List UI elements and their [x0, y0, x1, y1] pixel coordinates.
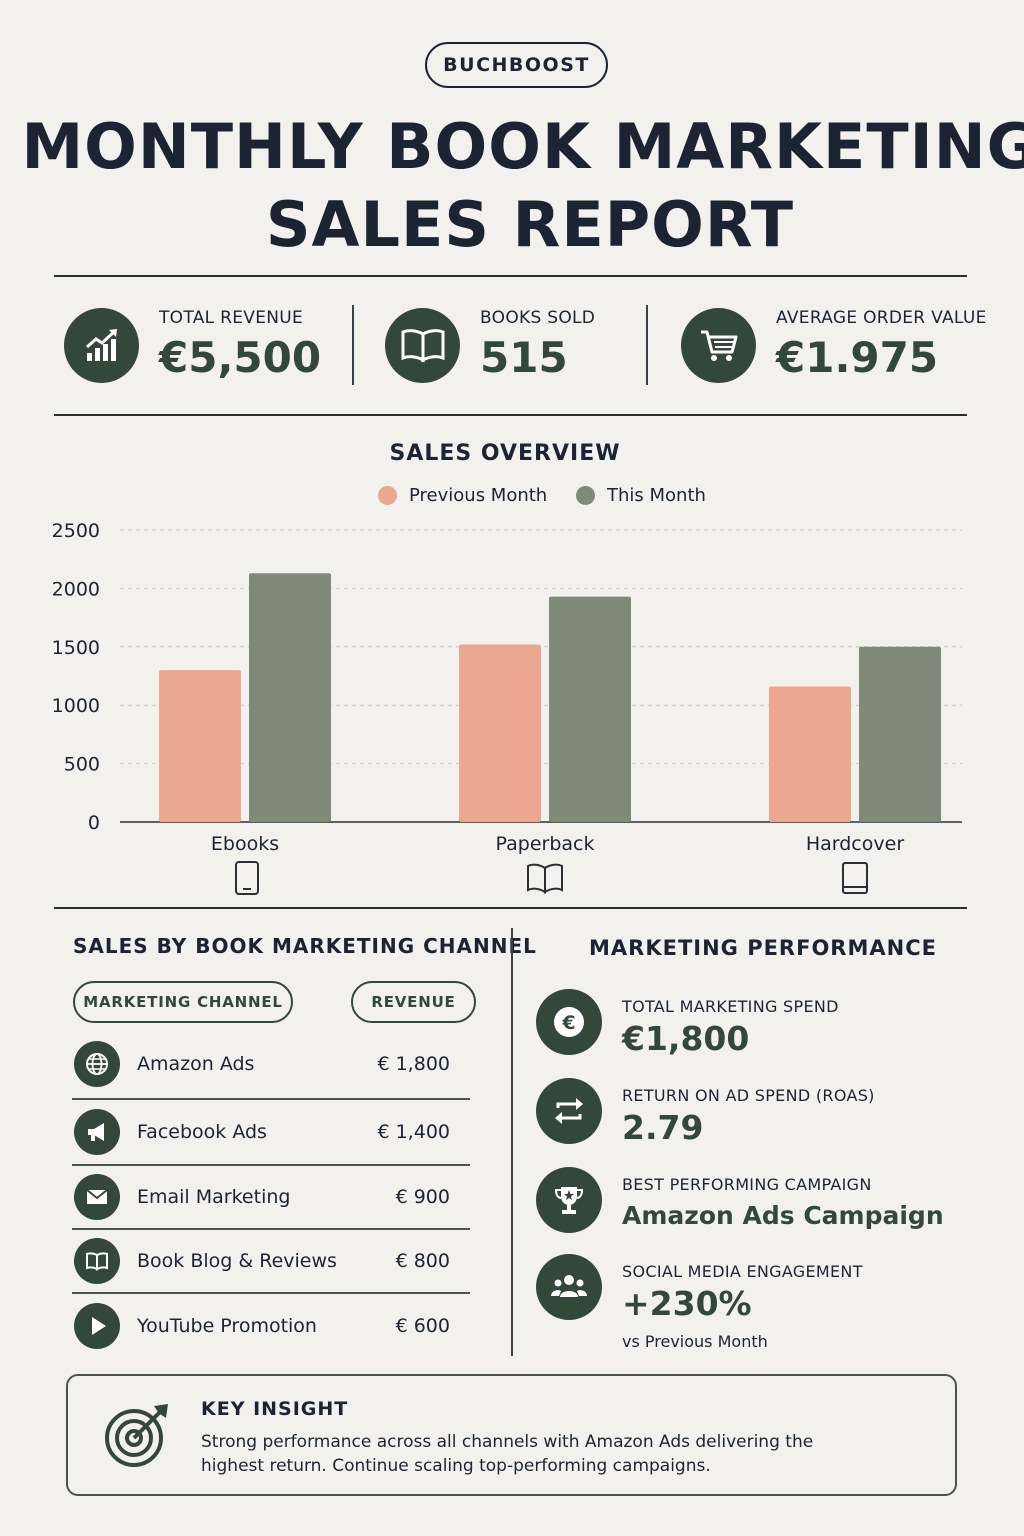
- tablet-icon: [235, 861, 259, 895]
- open-book-icon: [527, 863, 563, 894]
- channel-row: YouTube Promotion € 600: [72, 1297, 470, 1355]
- megaphone-icon: [74, 1109, 120, 1155]
- x-tick-label: Hardcover: [806, 833, 904, 855]
- column-header-channel: MARKETING CHANNEL: [73, 981, 293, 1023]
- insight-title: KEY INSIGHT: [201, 1398, 349, 1420]
- kpi-average-order-value: AVERAGE ORDER VALUE €1.975: [681, 300, 987, 390]
- page-title-line-1: MONTHLY BOOK MARKETING: [21, 110, 1024, 183]
- channel-name: Amazon Ads: [137, 1053, 255, 1075]
- channel-row: Email Marketing € 900: [72, 1168, 470, 1226]
- perf-subtext: vs Previous Month: [622, 1332, 768, 1351]
- row-divider: [72, 1228, 470, 1230]
- bar-paperback-current: [549, 596, 631, 822]
- globe-icon: [74, 1041, 120, 1087]
- perf-label: BEST PERFORMING CAMPAIGN: [622, 1175, 872, 1194]
- bar-hardcover-current: [859, 646, 941, 822]
- legend-swatch-previous: [378, 486, 397, 505]
- legend-swatch-current: [576, 486, 595, 505]
- key-insight-box: KEY INSIGHT Strong performance across al…: [66, 1374, 957, 1496]
- kpi-value: €1.975: [776, 333, 939, 382]
- channel-revenue: € 1,800: [377, 1053, 450, 1075]
- channel-name: Book Blog & Reviews: [137, 1250, 337, 1272]
- channel-revenue: € 900: [395, 1186, 450, 1208]
- brand-name: BUCHBOOST: [443, 54, 590, 76]
- column-divider: [511, 928, 513, 1356]
- kpi-separator: [646, 305, 648, 385]
- legend-item-previous: Previous Month: [378, 485, 547, 506]
- x-tick-label: Ebooks: [211, 833, 279, 855]
- brand-badge: BUCHBOOST: [425, 42, 608, 88]
- kpi-label: BOOKS SOLD: [480, 308, 596, 328]
- channel-revenue: € 1,400: [377, 1121, 450, 1143]
- perf-label: TOTAL MARKETING SPEND: [622, 997, 839, 1016]
- exchange-arrows-icon: [536, 1078, 602, 1144]
- channel-name: Facebook Ads: [137, 1121, 267, 1143]
- insight-text: Strong performance across all channels w…: [201, 1432, 814, 1476]
- kpi-total-revenue: TOTAL REVENUE €5,500: [64, 300, 321, 390]
- shopping-cart-icon: [681, 307, 756, 383]
- perf-value: 2.79: [622, 1108, 704, 1147]
- euro-icon: €: [536, 989, 602, 1055]
- play-icon: [74, 1303, 120, 1349]
- legend-label: This Month: [607, 485, 706, 506]
- kpi-value: 515: [480, 333, 568, 382]
- page-title: MONTHLY BOOK MARKETING SALES REPORT: [0, 108, 1024, 264]
- bar-ebooks-current: [249, 573, 331, 822]
- row-divider: [72, 1292, 470, 1294]
- hardcover-book-icon: [842, 862, 868, 894]
- trophy-icon: [536, 1167, 602, 1233]
- perf-value: Amazon Ads Campaign: [622, 1201, 944, 1230]
- channel-revenue: € 600: [395, 1315, 450, 1337]
- channel-name: YouTube Promotion: [137, 1315, 317, 1337]
- kpi-label: TOTAL REVENUE: [159, 308, 304, 328]
- bar-paperback-previous: [459, 644, 541, 822]
- perf-value: +230%: [622, 1284, 752, 1323]
- kpi-separator: [352, 305, 354, 385]
- divider: [54, 275, 967, 277]
- divider: [54, 907, 967, 909]
- y-tick-label: 1500: [52, 637, 100, 659]
- channels-title: SALES BY BOOK MARKETING CHANNEL: [73, 934, 537, 958]
- sales-bar-chart: 0 500 1000 1500 2000 2500 Ebooks Paperback Hardc…: [52, 520, 962, 855]
- open-book-icon: [74, 1238, 120, 1284]
- y-tick-label: 2500: [52, 520, 100, 542]
- kpi-value: €5,500: [159, 333, 322, 382]
- channel-row: Amazon Ads € 1,800: [72, 1035, 470, 1093]
- row-divider: [72, 1164, 470, 1166]
- people-icon: [536, 1254, 602, 1320]
- sales-overview-title: SALES OVERVIEW: [389, 441, 621, 466]
- y-tick-label: 1000: [52, 695, 100, 717]
- perf-label: RETURN ON AD SPEND (ROAS): [622, 1086, 875, 1105]
- y-tick-label: 2000: [52, 578, 100, 600]
- open-book-icon: [385, 307, 460, 383]
- bar-ebooks-previous: [159, 670, 241, 822]
- svg-text:€: €: [561, 1012, 575, 1034]
- channel-row: Book Blog & Reviews € 800: [72, 1232, 470, 1290]
- legend-item-current: This Month: [576, 485, 706, 506]
- y-tick-label: 0: [88, 812, 100, 834]
- channel-name: Email Marketing: [137, 1186, 291, 1208]
- kpi-label: AVERAGE ORDER VALUE: [776, 308, 987, 328]
- column-header-revenue: REVENUE: [351, 981, 476, 1023]
- growth-chart-icon: [64, 307, 139, 383]
- channel-row: Facebook Ads € 1,400: [72, 1103, 470, 1161]
- perf-value: €1,800: [622, 1019, 750, 1058]
- row-divider: [72, 1098, 470, 1100]
- x-tick-label: Paperback: [496, 833, 595, 855]
- envelope-icon: [74, 1174, 120, 1220]
- legend-label: Previous Month: [409, 485, 548, 506]
- channel-revenue: € 800: [395, 1250, 450, 1272]
- divider: [54, 414, 967, 416]
- y-tick-label: 500: [64, 754, 100, 776]
- perf-label: SOCIAL MEDIA ENGAGEMENT: [622, 1262, 863, 1281]
- bar-hardcover-previous: [769, 686, 851, 822]
- kpi-books-sold: BOOKS SOLD 515: [385, 300, 595, 390]
- chart-legend: Previous Month This Month: [0, 485, 1024, 511]
- target-icon: [105, 1404, 168, 1467]
- performance-title: MARKETING PERFORMANCE: [589, 936, 937, 960]
- page-title-line-2: SALES REPORT: [265, 188, 795, 261]
